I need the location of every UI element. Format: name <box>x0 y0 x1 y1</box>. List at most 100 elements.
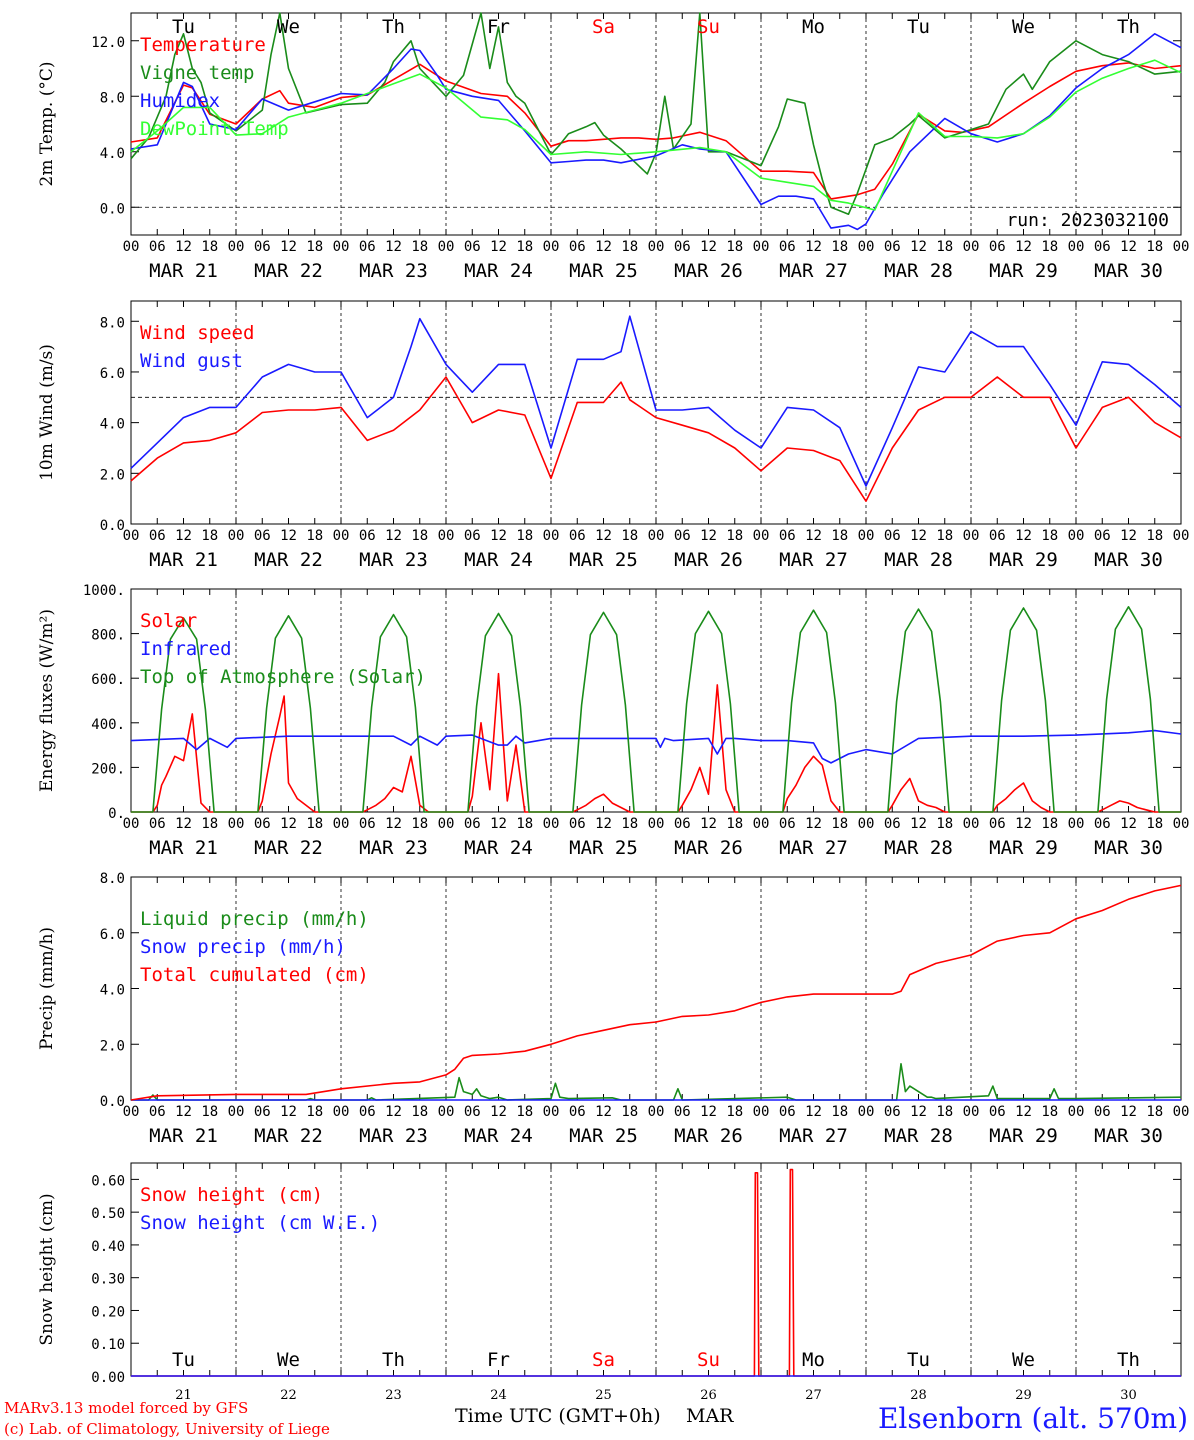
date-label: MAR 22 <box>254 260 323 282</box>
hour-tick-label: 00 <box>123 1104 140 1120</box>
chart-panel-4: 0.0 2.0 4.0 6.0 8.0 00 06 12 18 00 06 12 18 00 06 12 18 0… <box>37 871 1189 1147</box>
legend-entry: Top of Atmosphere (Solar) <box>140 666 426 688</box>
y-axis-label: 2m Temp. (°C) <box>37 61 57 186</box>
hour-tick-label: 18 <box>1146 528 1163 544</box>
hour-tick-label: 00 <box>333 528 350 544</box>
date-label: MAR 24 <box>464 260 533 282</box>
day-number-label: 30 <box>1120 1388 1137 1403</box>
hour-tick-label: 06 <box>779 816 796 832</box>
legend-entry: Humidex <box>140 90 220 112</box>
hour-tick-label: 18 <box>411 239 428 255</box>
date-label: MAR 28 <box>884 1125 953 1147</box>
day-number-label: 25 <box>595 1388 612 1403</box>
date-label: MAR 28 <box>884 549 953 571</box>
hour-tick-label: 00 <box>1173 239 1190 255</box>
hour-tick-label: 00 <box>1068 239 1085 255</box>
hour-tick-label: 06 <box>254 239 271 255</box>
hour-tick-label: 06 <box>1094 239 1111 255</box>
legend-entry: Temperature <box>140 34 266 56</box>
hour-tick-label: 18 <box>201 528 218 544</box>
hour-tick-label: 06 <box>149 528 166 544</box>
hour-tick-label: 12 <box>1015 239 1032 255</box>
hour-tick-label: 12 <box>700 528 717 544</box>
hour-tick-label: 12 <box>805 528 822 544</box>
day-of-week-label: Tu <box>907 1349 930 1371</box>
hour-tick-label: 00 <box>1068 528 1085 544</box>
date-label: MAR 23 <box>359 1125 428 1147</box>
hour-tick-label: 12 <box>175 816 192 832</box>
credit-line-2: (c) Lab. of Climatology, University of L… <box>4 1420 330 1438</box>
hour-tick-label: 06 <box>359 1104 376 1120</box>
hour-tick-label: 00 <box>753 816 770 832</box>
hour-tick-label: 12 <box>700 1104 717 1120</box>
hour-tick-label: 18 <box>306 816 323 832</box>
date-label: MAR 22 <box>254 549 323 571</box>
panels-layer: 0.04.08.012.000 06 12 18 00 06 12 18 00 06 12 18 00 0… <box>37 12 1190 1403</box>
hour-tick-label: 06 <box>569 1104 586 1120</box>
hour-tick-label: 12 <box>910 1104 927 1120</box>
legend-entry: Snow height (cm) <box>140 1184 323 1206</box>
hour-tick-label: 12 <box>910 528 927 544</box>
hour-tick-label: 06 <box>674 528 691 544</box>
hour-tick-label: 00 <box>123 528 140 544</box>
hour-tick-label: 06 <box>569 239 586 255</box>
hour-tick-label: 12 <box>490 528 507 544</box>
date-label: MAR 26 <box>674 1125 743 1147</box>
day-of-week-label: Tu <box>907 16 930 38</box>
hour-tick-label: 00 <box>753 239 770 255</box>
date-label: MAR 28 <box>884 260 953 282</box>
hour-tick-label: 12 <box>175 528 192 544</box>
hour-tick-label: 00 <box>1068 1104 1085 1120</box>
day-number-label: 22 <box>280 1388 297 1403</box>
hour-tick-label: 12 <box>175 1104 192 1120</box>
legend-entry: DewPoint Temp <box>140 118 289 140</box>
hour-tick-label: 12 <box>385 528 402 544</box>
station-name: Elsenborn (alt. 570m) <box>878 1402 1188 1435</box>
hour-tick-label: 12 <box>1120 528 1137 544</box>
hour-tick-label: 06 <box>149 239 166 255</box>
hour-tick-label: 18 <box>936 239 953 255</box>
hour-tick-label: 12 <box>175 239 192 255</box>
hour-tick-label: 00 <box>858 239 875 255</box>
day-of-week-label: Tu <box>172 1349 195 1371</box>
series-line <box>130 12 1182 215</box>
y-tick-label: 0.50 <box>91 1206 125 1222</box>
hour-tick-label: 00 <box>228 528 245 544</box>
day-number-label: 28 <box>910 1388 927 1403</box>
hour-tick-label: 18 <box>411 528 428 544</box>
hour-tick-label: 18 <box>621 1104 638 1120</box>
date-label: MAR 30 <box>1094 260 1163 282</box>
hour-tick-label: 12 <box>490 239 507 255</box>
date-label: MAR 29 <box>989 1125 1058 1147</box>
y-tick-label: 1000. <box>83 583 125 599</box>
hour-tick-label: 00 <box>228 239 245 255</box>
hour-tick-label: 18 <box>1146 1104 1163 1120</box>
legend-entry: Vigne temp <box>140 62 254 84</box>
hour-tick-label: 12 <box>1015 816 1032 832</box>
series-line <box>131 605 1181 813</box>
hour-tick-label: 18 <box>411 816 428 832</box>
hour-tick-label: 12 <box>595 528 612 544</box>
day-of-week-label: We <box>1012 16 1035 38</box>
hour-tick-label: 18 <box>936 1104 953 1120</box>
date-label: MAR 23 <box>359 260 428 282</box>
series-line <box>130 315 1182 487</box>
chart-panel-1: 0.0 4.0 8.0 12.0 00 06 12 18 00 06 12 18 00 06 12 18 00 0… <box>37 12 1190 282</box>
date-label: MAR 30 <box>1094 837 1163 859</box>
hour-tick-label: 18 <box>516 528 533 544</box>
hour-tick-label: 00 <box>438 1104 455 1120</box>
hour-tick-label: 00 <box>333 1104 350 1120</box>
day-number-label: 24 <box>490 1388 507 1403</box>
day-of-week-label: We <box>1012 1349 1035 1371</box>
hour-tick-label: 12 <box>910 816 927 832</box>
hour-tick-label: 18 <box>726 816 743 832</box>
day-of-week-label: Sa <box>592 16 615 38</box>
hour-tick-label: 12 <box>1015 528 1032 544</box>
credit-line-1: MARv3.13 model forced by GFS <box>4 1399 248 1417</box>
y-tick-label: 400. <box>91 717 125 733</box>
x-axis-title: Time UTC (GMT+0h) <box>455 1405 661 1427</box>
day-of-week-label: Tu <box>172 16 195 38</box>
date-label: MAR 23 <box>359 837 428 859</box>
y-tick-label: 8.0 <box>100 315 125 331</box>
hour-tick-label: 12 <box>1120 816 1137 832</box>
